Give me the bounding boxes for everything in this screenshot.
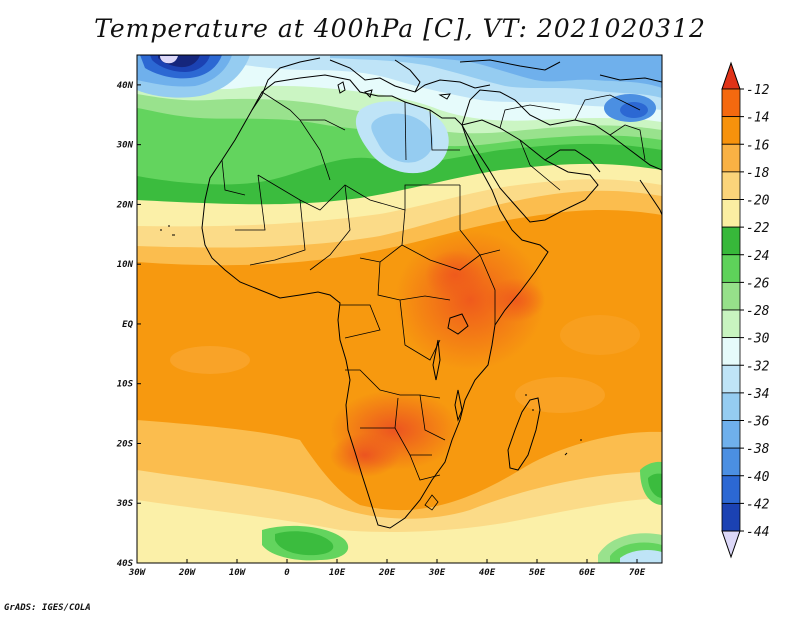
colorbar-label: -16 xyxy=(746,138,770,153)
lat-tick-label: 30S xyxy=(116,499,134,509)
colorbar-label: -36 xyxy=(746,415,770,430)
lat-tick-label: 20N xyxy=(116,200,134,210)
colorbar-box xyxy=(721,392,741,421)
colorbar-top-arrow xyxy=(721,61,741,90)
colorbar-label: -44 xyxy=(746,525,769,540)
lon-tick-label: 30W xyxy=(128,568,147,578)
colorbar-box xyxy=(721,420,741,449)
lon-tick-label: 30E xyxy=(428,568,446,578)
lon-tick-label: 60E xyxy=(579,568,596,578)
colorbar-label: -24 xyxy=(746,249,769,264)
colorbar-label: -12 xyxy=(746,83,770,98)
lat-tick-label: EQ xyxy=(122,320,133,330)
colorbar-box xyxy=(721,447,741,477)
colorbar-box xyxy=(721,226,741,256)
colorbar-box xyxy=(721,116,741,145)
colorbar-bottom-arrow xyxy=(721,530,741,559)
colorbar-label: -18 xyxy=(746,166,770,181)
colorbar-label: -42 xyxy=(746,497,770,512)
map-title: Temperature at 400hPa [C], VT: 202102031… xyxy=(94,14,706,43)
coastlines xyxy=(160,57,662,529)
colorbar-box xyxy=(721,337,741,366)
grads-credit: GrADS: IGES/COLA xyxy=(4,603,91,613)
colorbar-label: -22 xyxy=(746,221,770,236)
colorbar-box xyxy=(721,475,741,504)
colorbar-box xyxy=(721,171,741,200)
lon-tick-label: 10W xyxy=(229,568,247,578)
lat-tick-label: 10N xyxy=(117,260,134,270)
colorbar-label: -34 xyxy=(746,387,769,402)
colorbar-box xyxy=(721,143,741,173)
colorbar-label: -20 xyxy=(746,194,770,209)
lat-tick-label: 40N xyxy=(117,81,134,91)
lon-tick-label: 20E xyxy=(378,568,396,578)
longitude-axis: 30W 20W 10W 0 10E 20E 30E 40E 50E 60E 70E xyxy=(128,559,646,578)
colorbar-label: -30 xyxy=(746,332,770,347)
colorbar-box xyxy=(721,502,741,532)
colorbar-label: -38 xyxy=(746,442,770,457)
colorbar: -12 -14 -16 -18 -20 -22 -24 -26 -28 -30 -32 -34 -36 -… xyxy=(721,61,770,559)
colorbar-label: -26 xyxy=(746,276,770,291)
colorbar-box xyxy=(721,281,741,311)
lat-tick-label: 30N xyxy=(116,141,134,151)
colorbar-box xyxy=(721,88,741,118)
colorbar-box xyxy=(721,309,741,339)
country-borders xyxy=(221,91,646,511)
colorbar-box xyxy=(721,199,741,228)
temperature-field xyxy=(137,55,662,563)
lon-tick-label: 70E xyxy=(629,568,646,578)
lat-tick-label: 40S xyxy=(117,559,134,569)
colorbar-label: -40 xyxy=(746,470,770,485)
colorbar-label: -14 xyxy=(746,111,769,126)
colorbar-box xyxy=(721,254,741,283)
lon-tick-label: 50E xyxy=(529,568,546,578)
lon-tick-label: 10E xyxy=(329,568,346,578)
colorbar-label: -28 xyxy=(746,304,770,319)
colorbar-label: -32 xyxy=(746,359,770,374)
lon-tick-label: 0 xyxy=(284,568,290,578)
map-frame xyxy=(136,54,663,564)
colorbar-box xyxy=(721,364,741,394)
lat-tick-label: 10S xyxy=(117,380,134,390)
lon-tick-label: 20W xyxy=(178,568,197,578)
lon-tick-label: 40E xyxy=(479,568,496,578)
latitude-axis: 40N 30N 20N 10N EQ 10S 20S 30S 40S xyxy=(116,81,141,569)
lat-tick-label: 20S xyxy=(116,439,134,449)
